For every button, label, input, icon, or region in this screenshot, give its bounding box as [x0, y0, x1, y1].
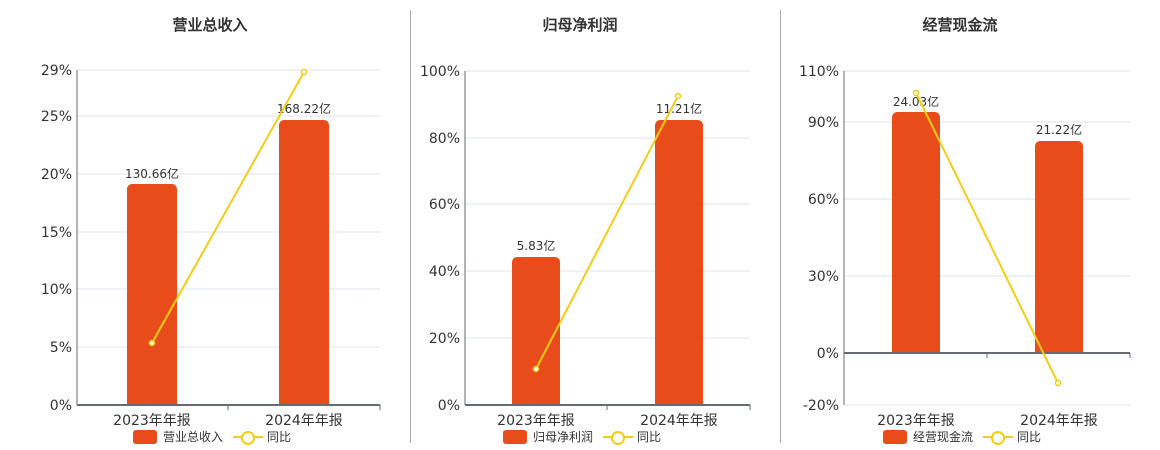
chart-legend: 营业总收入 同比 [133, 428, 291, 445]
y-tick: -20% [803, 398, 839, 414]
line-legend-label[interactable]: 同比 [637, 430, 662, 444]
bar-2024[interactable] [655, 120, 703, 405]
y-tick: 0% [50, 398, 72, 414]
bar-legend-swatch[interactable] [503, 429, 527, 444]
chart-title: 营业总收入 [172, 16, 248, 34]
panel-divider [410, 10, 411, 443]
line-legend-icon[interactable] [603, 430, 634, 445]
y-tick: 20% [429, 331, 460, 347]
y-tick: 100% [420, 64, 460, 80]
bar-2023[interactable] [892, 112, 940, 353]
yoy-point[interactable] [674, 92, 682, 100]
y-tick: 0% [817, 346, 839, 362]
line-legend-icon[interactable] [983, 430, 1014, 445]
chart-panel-net-profit: 归母净利润 100% 80% 60% 40% 20% 0% 5.83亿 11.2… [420, 16, 751, 445]
panel-divider [780, 10, 781, 443]
bar-2023[interactable] [512, 257, 560, 405]
bar-legend-label[interactable]: 归母净利润 [533, 430, 594, 444]
bar-value-label: 5.83亿 [517, 238, 556, 253]
bar-legend-swatch[interactable] [133, 429, 157, 444]
yoy-point[interactable] [1054, 379, 1062, 387]
x-tick: 2024年年报 [1020, 413, 1098, 429]
chart-legend: 归母净利润 同比 [503, 428, 661, 445]
bar-value-label: 24.03亿 [893, 94, 939, 109]
line-legend-label[interactable]: 同比 [1017, 430, 1042, 444]
revenue-chart-plot: 29% 25% 20% 15% 10% 5% 0% 130.66亿 168.22… [41, 63, 381, 429]
y-tick: 20% [41, 167, 72, 183]
y-tick: 40% [429, 264, 460, 280]
x-tick: 2024年年报 [265, 413, 343, 429]
y-tick: 25% [41, 109, 72, 125]
chart-legend: 经营现金流 同比 [883, 428, 1041, 445]
x-tick: 2023年年报 [113, 413, 191, 429]
bar-value-label: 130.66亿 [125, 166, 179, 181]
y-tick: 29% [41, 63, 72, 79]
chart-title: 经营现金流 [922, 16, 998, 34]
line-legend-label[interactable]: 同比 [267, 430, 292, 444]
yoy-line [535, 95, 679, 370]
y-tick: 60% [429, 197, 460, 213]
y-tick: 80% [429, 131, 460, 147]
y-tick: 90% [808, 115, 839, 131]
bar-value-label: 168.22亿 [277, 101, 331, 116]
bar-value-label: 21.22亿 [1036, 122, 1082, 137]
yoy-point[interactable] [148, 339, 156, 347]
y-tick: 5% [50, 340, 72, 356]
bar-legend-label[interactable]: 营业总收入 [163, 430, 224, 444]
chart-title: 归母净利润 [542, 16, 618, 34]
bar-2024[interactable] [1035, 141, 1083, 353]
line-legend-icon[interactable] [233, 430, 264, 445]
bar-value-label: 11.21亿 [656, 101, 702, 116]
y-tick: 15% [41, 225, 72, 241]
yoy-line [151, 71, 305, 344]
y-tick: 60% [808, 192, 839, 208]
bar-legend-label[interactable]: 经营现金流 [913, 430, 974, 444]
bar-2023[interactable] [127, 184, 177, 405]
yoy-point[interactable] [532, 365, 540, 373]
net-profit-chart-plot: 100% 80% 60% 40% 20% 0% 5.83亿 11.21亿 202… [420, 64, 751, 429]
bar-legend-swatch[interactable] [883, 429, 907, 444]
x-tick: 2024年年报 [640, 413, 718, 429]
bar-2024[interactable] [279, 120, 329, 405]
y-tick: 30% [808, 269, 839, 285]
y-tick: 10% [41, 282, 72, 298]
x-tick: 2023年年报 [497, 413, 575, 429]
x-tick: 2023年年报 [877, 413, 955, 429]
chart-panel-revenue: 营业总收入 29% 25% 20% 15% 10% 5% 0% 130.66亿 … [0, 0, 410, 450]
yoy-point[interactable] [300, 68, 308, 76]
yoy-point[interactable] [912, 89, 920, 97]
y-tick: 0% [438, 398, 460, 414]
yoy-line [915, 92, 1059, 384]
y-tick: 110% [799, 64, 839, 80]
